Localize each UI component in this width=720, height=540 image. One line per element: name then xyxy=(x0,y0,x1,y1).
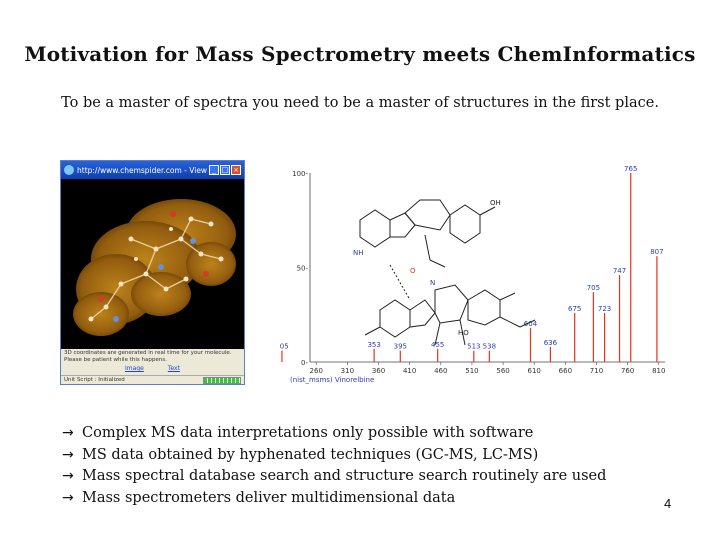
status-text: Unit Script : Initialized xyxy=(64,377,125,383)
x-tick-label: 710 xyxy=(590,367,603,375)
maximize-button[interactable]: □ xyxy=(220,165,230,175)
x-tick-label: 610 xyxy=(528,367,541,375)
spectrum-source-label: (nist_msms) Vinorelbine xyxy=(290,376,374,384)
svg-text:OH: OH xyxy=(490,199,501,207)
slide-title: Motivation for Mass Spectrometry meets C… xyxy=(24,42,696,66)
minimize-button[interactable]: _ xyxy=(209,165,219,175)
peak-label: 705 xyxy=(587,284,600,292)
mass-spectrum: 100- 50- 0- 260 310 360 410 460 510 560 610 660 710 7… xyxy=(275,155,680,390)
peak-label: 747 xyxy=(613,267,626,275)
x-tick-label: 310 xyxy=(341,367,354,375)
svg-text:N: N xyxy=(430,279,435,287)
close-button[interactable]: × xyxy=(231,165,241,175)
peak-label: 765 xyxy=(624,165,637,173)
text-link[interactable]: Text xyxy=(167,365,180,372)
peak-label: 636 xyxy=(544,339,558,347)
list-item: → Mass spectrometers deliver multidimens… xyxy=(62,488,606,510)
bullet-text: Mass spectrometers deliver multidimensio… xyxy=(82,489,456,506)
list-item: → Complex MS data interpretations only p… xyxy=(62,423,606,445)
molecule-3d-view[interactable] xyxy=(61,179,244,349)
y-tick-label: 0- xyxy=(301,359,308,367)
list-item: → MS data obtained by hyphenated techniq… xyxy=(62,445,606,467)
progress-bar xyxy=(203,376,241,384)
page-number: 4 xyxy=(664,496,672,511)
x-tick-label: 360 xyxy=(372,367,385,375)
x-tick-label: 510 xyxy=(465,367,478,375)
x-tick-label: 410 xyxy=(403,367,416,375)
peak-label: 395 xyxy=(394,343,407,351)
ie-icon xyxy=(64,165,74,175)
arrow-icon: → xyxy=(62,446,74,463)
x-tick-label: 810 xyxy=(652,367,665,375)
peak-label: 538 xyxy=(483,343,496,351)
peak-label: 807 xyxy=(650,248,663,256)
arrow-icon: → xyxy=(62,468,74,484)
x-tick-label: 260 xyxy=(310,367,323,375)
peak-label: 455 xyxy=(431,341,444,349)
y-tick-label: 50- xyxy=(297,265,309,273)
arrow-icon: → xyxy=(62,489,74,506)
image-link[interactable]: Image xyxy=(125,365,144,372)
molecule-render xyxy=(73,199,236,336)
x-tick-label: 560 xyxy=(496,367,509,375)
svg-text:O: O xyxy=(410,267,416,275)
bullet-text: Mass spectral database search and struct… xyxy=(82,468,607,484)
x-tick-label: 760 xyxy=(621,367,634,375)
arrow-icon: → xyxy=(62,425,74,441)
window-footer-text: 3D coordinates are generated in real tim… xyxy=(64,350,232,363)
x-tick-label: 660 xyxy=(559,367,572,375)
peak-label: 513 xyxy=(467,343,480,351)
peak-label: 723 xyxy=(598,305,611,313)
bullet-text: Complex MS data interpretations only pos… xyxy=(82,425,534,441)
svg-text:NH: NH xyxy=(353,249,364,257)
list-item: → Mass spectral database search and stru… xyxy=(62,466,606,488)
bullet-list: → Complex MS data interpretations only p… xyxy=(62,423,606,509)
window-statusbar: Unit Script : Initialized xyxy=(61,375,244,384)
slide-subtitle: To be a master of spectra you need to be… xyxy=(61,95,659,111)
peak-label: 205 xyxy=(280,343,289,351)
browser-window: http://www.chemspider.com - View Image -… xyxy=(60,160,245,385)
window-titlebar[interactable]: http://www.chemspider.com - View Image -… xyxy=(61,161,244,179)
window-title: http://www.chemspider.com - View Image -… xyxy=(77,165,209,175)
peak-label: 675 xyxy=(568,305,581,313)
peak-label: 353 xyxy=(367,341,380,349)
peak-label: 604 xyxy=(524,320,538,328)
bullet-text: MS data obtained by hyphenated technique… xyxy=(82,446,539,463)
chemical-structure xyxy=(359,199,536,346)
svg-text:HO: HO xyxy=(458,329,469,337)
y-tick-label: 100- xyxy=(292,170,308,178)
x-tick-label: 460 xyxy=(434,367,447,375)
